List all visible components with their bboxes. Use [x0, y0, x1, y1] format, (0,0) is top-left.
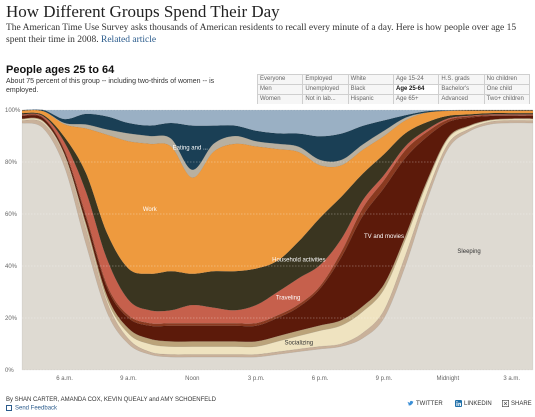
- share-button[interactable]: SHARE: [502, 400, 532, 407]
- annotation-label: Work: [143, 207, 158, 213]
- x-axis: 6 a.m. 9 a.m. Noon 3 p.m. 6 p.m. 9 p.m. Midnig…: [56, 376, 520, 382]
- y-axis: 0% 20% 40% 60% 80% 100%: [5, 108, 21, 374]
- selector-option[interactable]: Age 25-64: [393, 85, 440, 95]
- annotation-label: TV and movies: [364, 234, 404, 240]
- group-selector: Everyone Employed White Age 15-24 H.S. grads…: [257, 74, 530, 105]
- selector-option[interactable]: Bachelor's: [439, 85, 485, 95]
- twitter-icon: [407, 400, 414, 406]
- send-feedback-link[interactable]: Send Feedback: [6, 405, 57, 412]
- selector-option[interactable]: White: [348, 75, 394, 85]
- intro-description: The American Time Use Survey asks thousa…: [6, 23, 517, 45]
- share-icon: [502, 400, 509, 407]
- x-tick-label: Noon: [185, 376, 199, 382]
- y-tick-label: 100%: [5, 108, 21, 114]
- group-description: About 75 percent of this group -- includ…: [6, 78, 215, 94]
- selector-option[interactable]: Black: [348, 85, 394, 95]
- x-tick-label: Midnight: [436, 376, 459, 382]
- selector-option[interactable]: Age 15-24: [393, 75, 440, 85]
- y-tick-label: 0%: [5, 368, 14, 374]
- selector-option[interactable]: Unemployed: [303, 85, 349, 95]
- x-tick-label: 9 p.m.: [376, 376, 393, 382]
- share-label: SHARE: [511, 401, 532, 408]
- x-tick-label: 6 p.m.: [312, 376, 329, 382]
- selector-option[interactable]: H.S. grads: [439, 75, 485, 85]
- x-tick-label: 6 a.m.: [56, 376, 73, 382]
- area-sleeping[interactable]: [21, 122, 534, 371]
- annotation-label: Eating and ...: [173, 146, 209, 152]
- chart-areas: [21, 109, 534, 371]
- annotation-label: Traveling: [276, 296, 300, 302]
- chart-annotations: Eating and ... Work Household activities Tr…: [143, 146, 481, 347]
- selector-option[interactable]: Everyone: [258, 75, 304, 85]
- annotation-label: Socializing: [284, 340, 313, 346]
- area-other[interactable]: [21, 109, 533, 137]
- intro-text: The American Time Use Survey asks thousa…: [6, 22, 532, 46]
- page-title: How Different Groups Spend Their Day: [6, 2, 280, 21]
- linkedin-icon: [455, 400, 462, 407]
- selector-option[interactable]: One child: [484, 85, 530, 95]
- feedback-icon: [6, 405, 12, 411]
- linkedin-label: LINKEDIN: [464, 401, 492, 408]
- chart-gridlines: [22, 109, 533, 371]
- x-tick-label: 9 a.m.: [120, 376, 137, 382]
- twitter-label: TWITTER: [416, 401, 443, 408]
- selector-option[interactable]: No children: [484, 75, 530, 85]
- annotation-label: Sleeping: [457, 249, 480, 255]
- x-tick-label: 3 p.m.: [248, 376, 265, 382]
- related-article-link[interactable]: Related article: [101, 35, 157, 45]
- y-tick-label: 80%: [5, 160, 18, 166]
- y-tick-label: 20%: [5, 316, 18, 322]
- annotation-label: Household activities: [272, 258, 325, 264]
- twitter-button[interactable]: TWITTER: [407, 400, 443, 407]
- linkedin-button[interactable]: LINKEDIN: [455, 400, 492, 407]
- y-tick-label: 60%: [5, 212, 18, 218]
- selector-option[interactable]: Employed: [303, 75, 349, 85]
- x-tick-label: 3 a.m.: [503, 376, 520, 382]
- time-use-chart: 0% 20% 40% 60% 80% 100% 6 a.m. 9 a.m. Noon 3 p.m…: [0, 104, 535, 387]
- area-household-activities[interactable]: [21, 112, 534, 312]
- group-title: People ages 25 to 64: [6, 64, 115, 76]
- byline: By SHAN CARTER, AMANDA COX, KEVIN QUEALY…: [6, 397, 216, 403]
- feedback-label: Send Feedback: [15, 405, 58, 412]
- selector-option[interactable]: Men: [258, 85, 304, 95]
- y-tick-label: 40%: [5, 264, 18, 270]
